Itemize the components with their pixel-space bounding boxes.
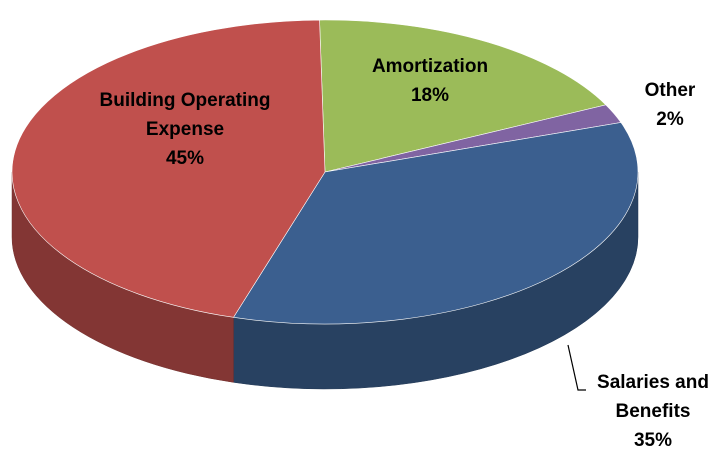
category-label: Salaries and Benefits — [597, 372, 709, 422]
value-label: 35% — [633, 430, 673, 451]
slice — [319, 19, 607, 173]
category-label: Other — [644, 80, 696, 101]
value-label: 45% — [165, 148, 205, 169]
data-label: Building Operating Expense 45% — [95, 86, 275, 173]
pie-tops — [11, 19, 639, 325]
category-label: Amortization — [371, 56, 489, 77]
slice — [232, 122, 639, 325]
data-label: Amortization 18% — [345, 52, 515, 110]
data-label: Other 2% — [640, 76, 700, 134]
value-label: 18% — [410, 85, 450, 106]
data-label: Salaries and Benefits 35% — [578, 368, 724, 455]
value-label: 2% — [656, 109, 684, 130]
slice — [11, 19, 326, 318]
category-label: Building Operating Expense — [99, 90, 271, 140]
leader-line — [567, 344, 586, 391]
